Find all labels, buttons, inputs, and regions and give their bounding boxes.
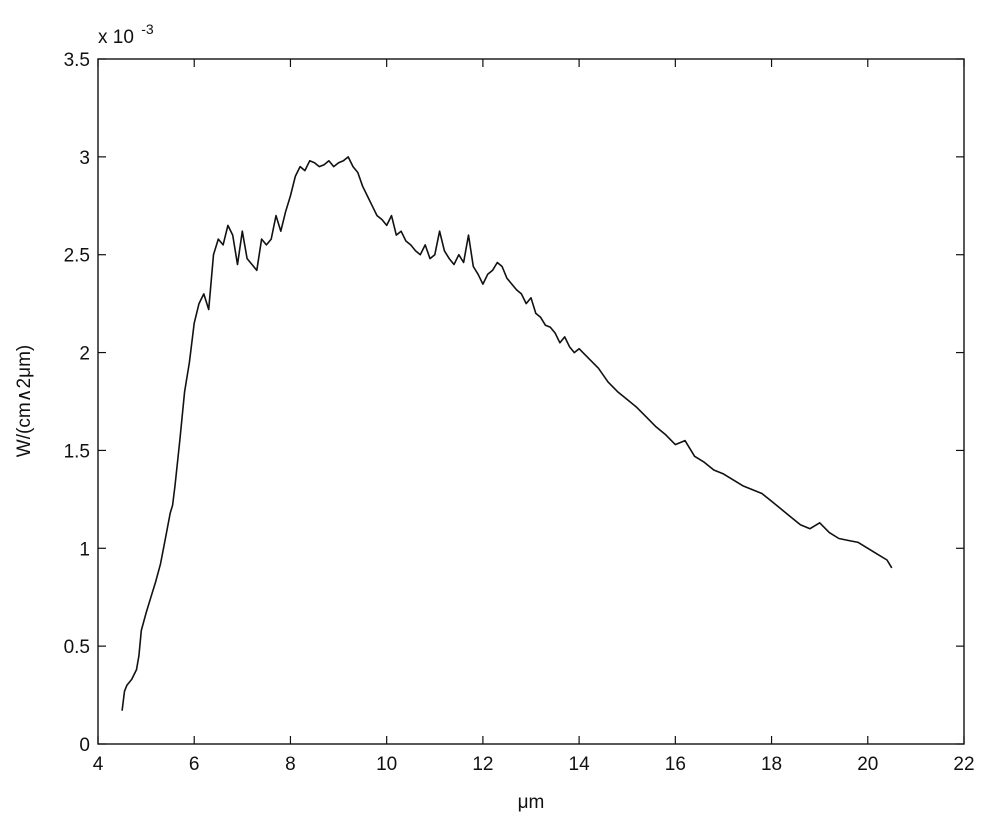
- y-exponent-power: -3: [141, 21, 154, 37]
- y-tick-label: 1.5: [64, 441, 90, 462]
- x-tick-label: 4: [93, 754, 104, 775]
- y-tick-label: 2: [79, 344, 90, 365]
- series-line: [121, 156, 893, 711]
- y-tick-label: 2.5: [64, 246, 90, 267]
- y-tick-label: 3.5: [64, 50, 90, 71]
- x-tick-label: 10: [376, 754, 397, 775]
- x-tick-label: 14: [569, 754, 591, 775]
- y-tick-label: 0.5: [64, 637, 90, 658]
- y-exponent-base: x 10: [98, 27, 134, 48]
- x-tick-labels: 4 6 8 10 12 14 16 18 20 22: [93, 754, 975, 775]
- y-tick-label: 3: [79, 148, 90, 169]
- x-tick-label: 16: [665, 754, 686, 775]
- x-tick-label: 6: [189, 754, 200, 775]
- y-tick-label: 1: [79, 539, 90, 560]
- x-tick-label: 22: [953, 754, 974, 775]
- plot-frame: [97, 58, 965, 745]
- y-axis-label: W/(cm∧2μm): [14, 345, 35, 457]
- x-tick-label: 12: [472, 754, 493, 775]
- y-tick-labels: 0 0.5 1 1.5 2 2.5 3 3.5: [64, 50, 90, 756]
- x-tick-label: 8: [285, 754, 296, 775]
- y-tick-label: 0: [79, 735, 90, 756]
- x-tick-label: 20: [857, 754, 878, 775]
- y-exponent-label: x 10 -3: [98, 21, 154, 48]
- x-axis-label: μm: [518, 792, 545, 813]
- x-tick-label: 18: [761, 754, 782, 775]
- axis-ticks: [97, 58, 965, 745]
